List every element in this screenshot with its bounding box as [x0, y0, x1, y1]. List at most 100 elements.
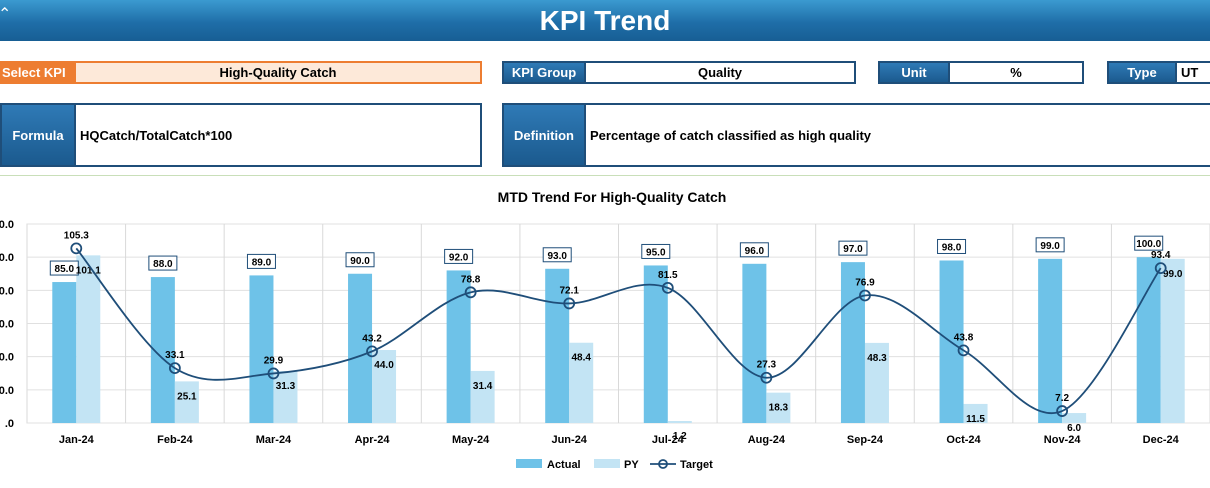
py-data-label: 25.1 [177, 391, 197, 402]
kpi-group-value: Quality [584, 63, 854, 82]
x-tick-label: Apr-24 [355, 434, 391, 446]
y-tick-label: 0.0 [0, 385, 14, 397]
y-tick-label: .0 [5, 418, 14, 430]
actual-bar [643, 265, 668, 423]
target-marker [661, 281, 674, 294]
actual-data-label: 98.0 [942, 242, 962, 253]
select-kpi-dropdown[interactable]: High-Quality Catch [74, 63, 480, 82]
x-tick-label: Jun-24 [551, 434, 587, 446]
type-value: UT [1175, 63, 1210, 82]
actual-data-label: 99.0 [1040, 241, 1060, 252]
actual-data-label: 97.0 [843, 244, 863, 255]
actual-label-box [49, 260, 79, 276]
py-bar [864, 342, 889, 423]
actual-data-label: 90.0 [350, 256, 370, 267]
target-marker [70, 242, 83, 255]
py-data-label: 99.0 [1163, 269, 1183, 280]
kpi-group-field: KPI Group Quality [502, 61, 856, 84]
actual-bar [742, 263, 767, 423]
actual-label-box [1035, 237, 1065, 253]
actual-bar [840, 262, 865, 423]
y-tick-label: 0.0 [0, 285, 14, 297]
unit-field: Unit % [878, 61, 1084, 84]
py-bar [1160, 258, 1185, 423]
target-marker [168, 362, 181, 375]
py-data-label: 31.3 [276, 381, 296, 392]
actual-bar [1038, 258, 1063, 423]
target-data-label: 27.3 [757, 360, 777, 371]
target-marker [760, 371, 773, 384]
x-tick-label: Feb-24 [157, 434, 193, 446]
formula-label: Formula [2, 105, 74, 165]
x-tick-label: May-24 [452, 434, 490, 446]
section-divider [0, 175, 1210, 176]
py-data-label: 11.5 [966, 414, 985, 425]
x-tick-label: Sep-24 [847, 434, 884, 446]
definition-label: Definition [504, 105, 584, 165]
legend-actual-swatch [516, 459, 542, 468]
py-data-label: 101.1 [76, 265, 101, 276]
select-kpi-label: Select KPI [2, 63, 74, 82]
legend-actual-label: Actual [547, 459, 581, 471]
unit-value: % [948, 63, 1082, 82]
page-title: KPI Trend [539, 5, 671, 36]
actual-label-box [345, 252, 375, 268]
y-tick-label: 0.0 [0, 252, 14, 264]
target-data-label: 33.1 [165, 350, 185, 361]
target-data-label: 72.1 [559, 285, 579, 296]
target-marker [859, 289, 871, 302]
actual-label-box [641, 243, 671, 259]
legend-py-swatch [594, 459, 620, 468]
target-marker [1154, 262, 1167, 275]
py-data-label: 48.3 [867, 353, 887, 364]
py-data-label: 1.2 [673, 431, 687, 442]
y-tick-label: 0.0 [0, 352, 14, 364]
actual-label-box [838, 240, 868, 256]
actual-data-label: 93.0 [547, 251, 567, 262]
target-data-label: 78.8 [461, 274, 481, 285]
target-marker [464, 286, 477, 299]
x-tick-label: Nov-24 [1044, 434, 1082, 446]
actual-data-label: 92.0 [449, 252, 469, 263]
actual-label-box [148, 255, 178, 271]
actual-data-label: 89.0 [252, 257, 272, 268]
target-data-label: 29.9 [264, 355, 284, 366]
actual-data-label: 95.0 [646, 247, 666, 258]
actual-label-box [444, 248, 474, 264]
target-marker [563, 297, 576, 310]
target-data-label: 7.2 [1055, 393, 1069, 404]
definition-field: Definition Percentage of catch classifie… [502, 103, 1210, 167]
target-data-label: 43.8 [954, 332, 974, 343]
target-marker [1056, 405, 1069, 417]
y-tick-label: 0.0 [0, 219, 14, 231]
legend-py-label: PY [624, 459, 639, 471]
x-tick-label: Aug-24 [748, 434, 786, 446]
formula-value: HQCatch/TotalCatch*100 [74, 105, 480, 165]
py-bar [1062, 413, 1087, 423]
py-bar [470, 370, 495, 423]
back-arrow-icon[interactable]: ⌃ [0, 6, 12, 23]
legend-target-label: Target [680, 459, 713, 471]
actual-data-label: 96.0 [745, 246, 765, 257]
target-data-label: 93.4 [1151, 250, 1171, 261]
target-data-label: 43.2 [362, 333, 382, 344]
py-bar [766, 392, 791, 423]
type-label: Type [1109, 63, 1175, 82]
legend-target-marker [658, 459, 668, 469]
actual-label-box [1134, 235, 1164, 251]
actual-data-label: 85.0 [55, 264, 75, 275]
py-bar [372, 350, 397, 423]
definition-value: Percentage of catch classified as high q… [584, 105, 1210, 165]
actual-data-label: 88.0 [153, 259, 173, 270]
py-data-label: 48.4 [571, 353, 591, 364]
header-banner: ⌃ KPI Trend [0, 0, 1210, 41]
actual-data-label: 100.0 [1136, 239, 1161, 250]
py-bar [963, 403, 988, 423]
py-data-label: 18.3 [769, 403, 789, 414]
target-line [75, 247, 1162, 415]
kpi-group-label: KPI Group [504, 63, 584, 82]
py-bar [273, 371, 298, 423]
actual-label-box [937, 238, 967, 254]
target-marker [366, 345, 378, 358]
type-field: Type UT [1107, 61, 1210, 84]
